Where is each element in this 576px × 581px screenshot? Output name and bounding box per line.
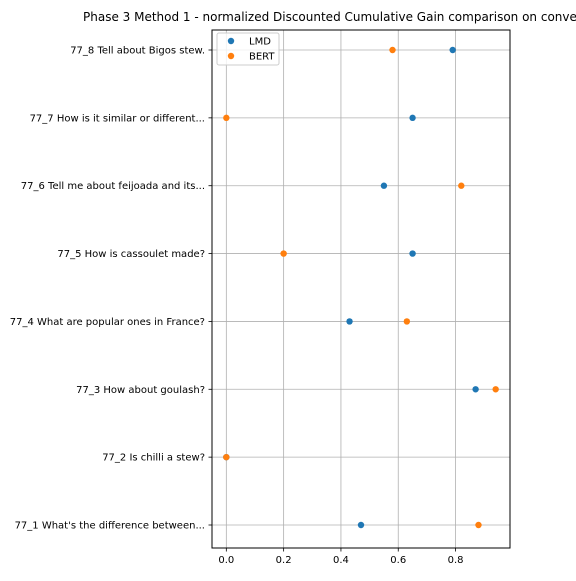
legend-label-bert: BERT [249, 52, 275, 63]
point-lmd-4 [346, 318, 353, 325]
y-tick-label-6: 77_2 Is chilli a stew? [102, 453, 205, 464]
point-bert-3 [280, 250, 287, 257]
point-bert-6 [223, 453, 230, 461]
x-tick-label-3: 0.6 [390, 555, 406, 566]
x-tick-label-1: 0.2 [276, 555, 292, 566]
y-tick-label-1: 77_7 How is it similar or different... [30, 113, 205, 124]
y-tick-label-3: 77_5 How is cassoulet made? [57, 249, 205, 260]
point-bert-0 [389, 46, 396, 54]
x-tick-label-2: 0.4 [333, 555, 349, 566]
point-lmd-2 [380, 182, 388, 189]
x-tick-label-4: 0.8 [448, 555, 464, 566]
x-axis: 0.0 0.2 0.4 0.6 0.8 [218, 548, 464, 566]
chart-title: Phase 3 Method 1 - normalized Discounted… [83, 10, 576, 24]
y-tick-label-7: 77_1 What's the difference between... [15, 521, 205, 532]
point-lmd-0 [449, 46, 456, 54]
y-tick-label-4: 77_4 What are popular ones in France? [10, 317, 205, 328]
plot-frame [211, 29, 511, 549]
x-tick-label-0: 0.0 [218, 555, 234, 566]
point-lmd-1 [409, 114, 416, 122]
data-points [223, 46, 499, 529]
point-lmd-5 [472, 386, 479, 393]
point-bert-5 [492, 386, 499, 393]
y-axis: 77_8 Tell about Bigos stew. 77_7 How is i… [10, 46, 212, 532]
legend: LMD BERT [216, 32, 280, 66]
legend-marker-lmd [227, 37, 235, 45]
point-bert-2 [458, 182, 465, 189]
point-bert-7 [475, 521, 482, 529]
point-bert-4 [403, 318, 411, 325]
point-lmd-7 [357, 521, 365, 529]
point-lmd-3 [409, 250, 416, 257]
legend-label-lmd: LMD [249, 37, 271, 48]
y-tick-label-5: 77_3 How about goulash? [76, 385, 205, 396]
y-tick-label-0: 77_8 Tell about Bigos stew. [70, 46, 205, 57]
point-bert-1 [223, 114, 230, 122]
legend-marker-bert [227, 52, 235, 60]
grid [212, 30, 510, 548]
y-tick-label-2: 77_6 Tell me about feijoada and its... [21, 181, 205, 192]
